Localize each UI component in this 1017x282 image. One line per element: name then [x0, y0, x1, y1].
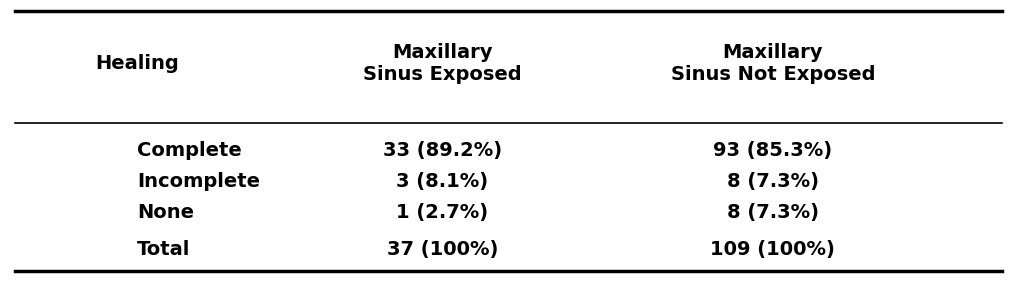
Text: Complete: Complete — [137, 141, 242, 160]
Text: 1 (2.7%): 1 (2.7%) — [397, 203, 488, 222]
Text: 33 (89.2%): 33 (89.2%) — [382, 141, 502, 160]
Text: Healing: Healing — [96, 54, 179, 73]
Text: Maxillary
Sinus Exposed: Maxillary Sinus Exposed — [363, 43, 522, 84]
Text: None: None — [137, 203, 194, 222]
Text: 93 (85.3%): 93 (85.3%) — [713, 141, 833, 160]
Text: Maxillary
Sinus Not Exposed: Maxillary Sinus Not Exposed — [670, 43, 876, 84]
Text: Total: Total — [137, 240, 190, 259]
Text: 8 (7.3%): 8 (7.3%) — [727, 172, 819, 191]
Text: 3 (8.1%): 3 (8.1%) — [397, 172, 488, 191]
Text: 37 (100%): 37 (100%) — [386, 240, 498, 259]
Text: 109 (100%): 109 (100%) — [711, 240, 835, 259]
Text: Incomplete: Incomplete — [137, 172, 260, 191]
Text: 8 (7.3%): 8 (7.3%) — [727, 203, 819, 222]
